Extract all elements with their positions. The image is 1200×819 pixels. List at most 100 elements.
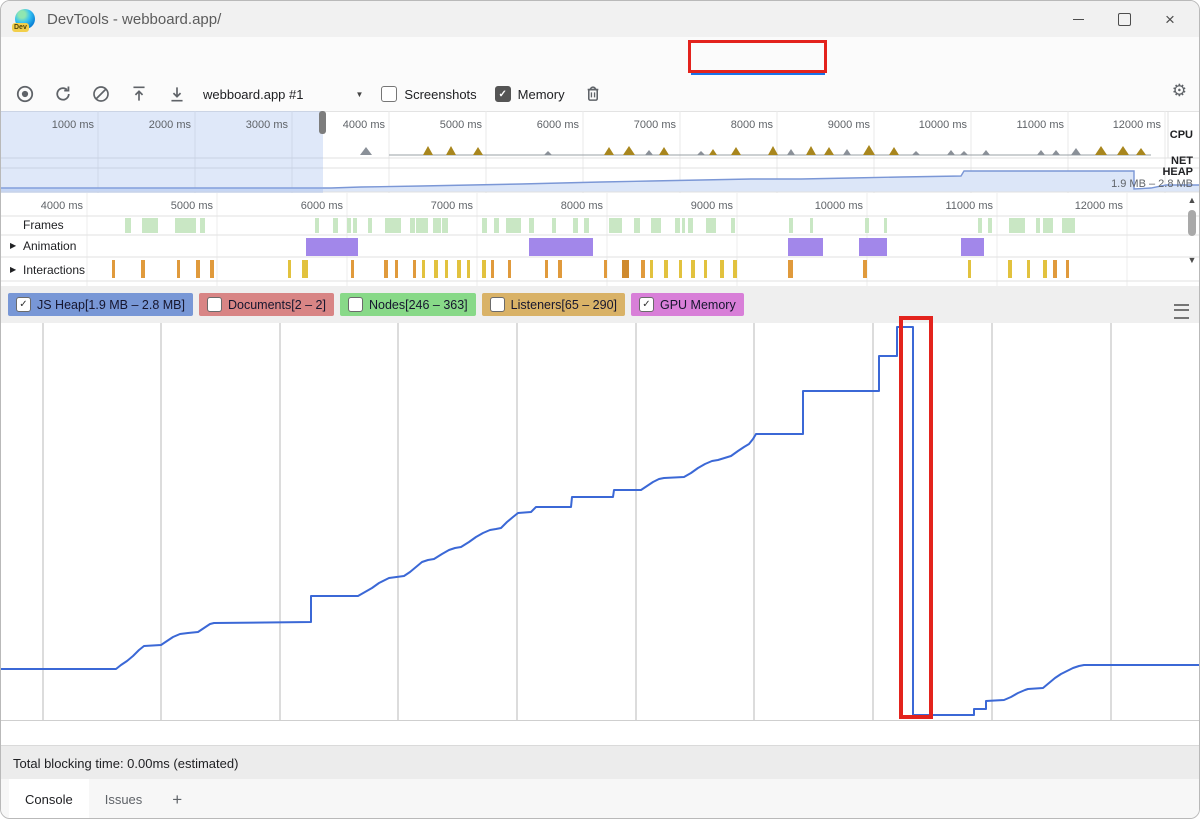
interaction-tick [210, 260, 214, 278]
clear-button[interactable] [91, 84, 111, 104]
screenshots-checkbox-wrap[interactable]: Screenshots [381, 86, 477, 102]
cpu-activity-bump [947, 150, 955, 155]
trash-icon[interactable] [583, 84, 603, 104]
overview-ruler-label: 7000 ms [634, 119, 677, 131]
interaction-tick [604, 260, 607, 278]
legend-checkbox-nodes[interactable] [347, 297, 363, 312]
cpu-activity-bump [623, 146, 635, 155]
devtools-tab-bar: Welcome </> Elements Console Sources Net… [1, 37, 1199, 105]
cpu-activity-bump [982, 150, 990, 155]
memory-checkbox-wrap[interactable]: ✓ Memory [494, 86, 565, 102]
legend-chip-js-heap[interactable]: ✓ JS Heap[1.9 MB – 2.8 MB] [8, 293, 193, 316]
legend-menu-icon[interactable] [1174, 304, 1189, 319]
tracks-scrollbar[interactable]: ▲ ▼ [1185, 194, 1199, 284]
interaction-tick [1027, 260, 1030, 278]
frame-block [506, 218, 521, 233]
tracks-ruler-label: 4000 ms [41, 200, 84, 212]
legend-checkbox-listeners[interactable] [489, 297, 505, 312]
session-selector[interactable]: webboard.app #1 [203, 86, 304, 102]
interactions-disclosure-icon[interactable]: ▶ [10, 265, 17, 274]
frame-block [494, 218, 499, 233]
drawer-tab-issues[interactable]: Issues [89, 779, 159, 818]
frame-block [731, 218, 735, 233]
net-track-label: NET [1171, 155, 1193, 167]
dev-badge: Dev [12, 23, 29, 32]
frame-block [609, 218, 622, 233]
cpu-activity-bump [473, 147, 483, 155]
interaction-tick [302, 260, 308, 278]
drawer-tab-console[interactable]: Console [9, 779, 89, 818]
interaction-tick [434, 260, 438, 278]
overview-drag-handle[interactable] [319, 111, 326, 134]
interaction-tick [1008, 260, 1012, 278]
timeline-tracks[interactable]: 4000 ms 5000 ms 6000 ms 7000 ms 8000 ms 9000 … [1, 193, 1200, 286]
scroll-down-icon[interactable]: ▼ [1187, 255, 1197, 265]
animation-track-label[interactable]: Animation [23, 239, 77, 253]
frame-block [353, 218, 357, 233]
interaction-tick [664, 260, 668, 278]
close-icon: × [1165, 9, 1175, 29]
interaction-tick [863, 260, 867, 278]
reload-and-record-button[interactable] [53, 84, 73, 104]
timeline-overview[interactable]: 1000 ms 2000 ms 3000 ms 4000 ms 5000 ms 6000 … [1, 111, 1200, 193]
cpu-activity-bump [1071, 148, 1081, 155]
animation-disclosure-icon[interactable]: ▶ [10, 241, 17, 250]
frame-block [433, 218, 441, 233]
minimize-button[interactable] [1055, 4, 1101, 34]
legend-checkbox-documents[interactable] [207, 297, 222, 312]
interaction-tick [622, 260, 629, 278]
animation-block [788, 238, 823, 256]
legend-chip-nodes[interactable]: Nodes[246 – 363] [339, 293, 476, 316]
interaction-tick [491, 260, 494, 278]
interaction-tick [679, 260, 682, 278]
settings-gear-icon[interactable]: ⚙ [1171, 81, 1187, 100]
memory-checkbox[interactable]: ✓ [494, 86, 511, 102]
window-title: DevTools - webboard.app/ [47, 10, 222, 28]
tracks-ruler-label: 9000 ms [691, 200, 734, 212]
record-button[interactable] [15, 84, 35, 104]
load-profile-icon[interactable] [129, 84, 149, 104]
dropdown-caret-icon[interactable]: ▼ [355, 89, 364, 99]
frame-block [884, 218, 887, 233]
scroll-up-icon[interactable]: ▲ [1187, 195, 1197, 205]
drawer-add-tab-button[interactable]: + [172, 789, 183, 809]
frame-block [315, 218, 319, 233]
cpu-activity-bump [768, 146, 778, 155]
memory-chart[interactable] [1, 323, 1200, 721]
memory-chart-canvas[interactable] [1, 323, 1200, 720]
interaction-tick [413, 260, 416, 278]
legend-checkbox-gpu-memory[interactable]: ✓ [639, 297, 654, 312]
tracks-canvas[interactable]: 4000 ms 5000 ms 6000 ms 7000 ms 8000 ms 9000 … [1, 193, 1200, 286]
overview-heap-line [1, 170, 1199, 190]
interactions-track-label[interactable]: Interactions [23, 263, 86, 277]
cpu-activity-bump [1037, 150, 1045, 155]
overview-canvas[interactable]: 1000 ms 2000 ms 3000 ms 4000 ms 5000 ms 6000 … [1, 111, 1200, 193]
close-button[interactable]: × [1147, 4, 1193, 34]
interaction-tick [422, 260, 425, 278]
interaction-tick [733, 260, 737, 278]
memory-legend-row: ✓ JS Heap[1.9 MB – 2.8 MB] Documents[2 – 2… [1, 286, 1199, 324]
legend-chip-gpu-memory[interactable]: ✓ GPU Memory [631, 293, 744, 316]
frame-block [529, 218, 534, 233]
heap-track-label: HEAP [1162, 166, 1193, 178]
window-controls: × [1055, 4, 1193, 34]
tracks-ruler-label: 12000 ms [1075, 200, 1124, 212]
tracks-ruler-label: 6000 ms [301, 200, 344, 212]
legend-chip-documents[interactable]: Documents[2 – 2] [199, 293, 334, 316]
overview-ruler-label: 10000 ms [919, 119, 968, 131]
legend-chip-listeners[interactable]: Listeners[65 – 290] [481, 293, 625, 316]
frame-block [865, 218, 869, 233]
cpu-track-label: CPU [1169, 129, 1193, 141]
screenshots-checkbox[interactable] [381, 86, 398, 102]
save-profile-icon[interactable] [167, 84, 187, 104]
maximize-button[interactable] [1101, 4, 1147, 34]
frame-block [482, 218, 487, 233]
frame-block [333, 218, 338, 233]
frame-block [442, 218, 448, 233]
legend-checkbox-js-heap[interactable]: ✓ [16, 297, 31, 312]
scrollbar-thumb[interactable] [1188, 210, 1196, 236]
drawer-tab-label: Issues [104, 792, 143, 807]
frame-block [651, 218, 661, 233]
minimize-icon [1072, 18, 1084, 20]
